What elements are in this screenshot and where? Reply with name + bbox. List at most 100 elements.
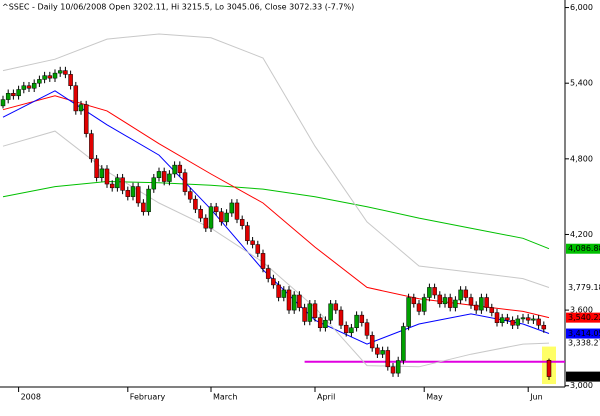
candle-body [380, 350, 385, 355]
candle-body [276, 284, 281, 298]
candle-body [73, 85, 79, 112]
candle-body [208, 206, 214, 229]
candle-body [89, 133, 94, 160]
price-label: 3,414.05 [568, 329, 600, 338]
x-tick-label: February [130, 393, 166, 402]
candle-body [172, 164, 177, 175]
candle-body [281, 289, 287, 298]
price-label-box [566, 328, 600, 339]
candle-body [364, 322, 370, 336]
candle-body [94, 158, 99, 178]
candle-body [63, 70, 68, 75]
candle-body [323, 319, 328, 329]
candle-body [255, 244, 261, 254]
x-tick-label: March [213, 393, 237, 402]
candle-body [99, 168, 105, 178]
candle-body [5, 93, 11, 100]
candle-body [447, 297, 453, 308]
candle-body [531, 318, 536, 321]
price-label: 3,072.33 [568, 372, 600, 381]
candle-body [343, 324, 349, 334]
candle-body [421, 297, 427, 312]
candle-body [479, 297, 484, 311]
candle-body [427, 287, 432, 298]
candle-body [401, 326, 406, 361]
y-tick-label: 3,000 [570, 381, 593, 390]
candle-body [130, 186, 136, 197]
candle-body [291, 294, 297, 311]
candle-body [349, 327, 354, 334]
candle-body [369, 335, 375, 349]
x-tick-label: May [426, 393, 443, 402]
candle-body [494, 312, 500, 323]
candle-body [156, 171, 162, 178]
candle-body [161, 171, 167, 182]
candle-body [463, 289, 469, 298]
candle-body [302, 307, 307, 322]
candle-body [187, 191, 193, 200]
candle-body [0, 99, 6, 107]
candle-body [224, 212, 229, 223]
candle-body [411, 297, 417, 305]
candle-body [520, 317, 526, 320]
candle-body [416, 303, 422, 312]
price-label-box [566, 371, 600, 382]
candle-body [385, 350, 391, 368]
candle-body [468, 297, 474, 306]
candle-body [338, 309, 344, 326]
candle-body [182, 172, 188, 192]
candle-body [265, 268, 271, 279]
chart-title: ^SSEC - Daily 10/06/2008 Open 3202.11, H… [2, 3, 354, 12]
candle-body [47, 75, 53, 79]
x-tick-label: Jun [529, 393, 543, 402]
candle-body [354, 314, 359, 329]
candle-body [177, 164, 183, 173]
candle-body [359, 314, 365, 323]
indicator-line [2, 180, 550, 250]
candle-body [297, 294, 302, 308]
candle-body [125, 190, 131, 197]
candle-body [406, 297, 411, 327]
candle-body [395, 360, 401, 374]
price-label: 4,086.88 [568, 244, 600, 253]
candle-body [26, 85, 32, 89]
price-label: 3,779.18 [568, 283, 600, 292]
candle-body [333, 303, 339, 311]
candle-body [375, 347, 380, 355]
candle-body [442, 297, 448, 305]
candle-body [489, 307, 495, 313]
candle-body [57, 70, 63, 74]
candle-body [473, 304, 479, 311]
indicator-line [2, 33, 550, 288]
candle-body [193, 198, 198, 210]
y-tick-label: 6,000 [570, 3, 593, 12]
candle-body [510, 319, 515, 326]
candle-body [541, 324, 547, 330]
candle-body [271, 278, 276, 286]
candle-body [21, 85, 27, 90]
candle-body [109, 183, 115, 189]
candle-body [104, 168, 110, 185]
candle-body [390, 366, 396, 374]
candle-body [239, 219, 245, 226]
candle-body [229, 202, 235, 214]
y-tick-label: 3,600 [570, 306, 593, 315]
candle-body [286, 289, 292, 311]
candle-body [213, 206, 219, 213]
candle-body [453, 299, 458, 308]
candle-body [31, 82, 37, 89]
candle-body [312, 303, 318, 318]
candle-body [245, 225, 250, 242]
candle-body [458, 289, 463, 301]
x-tick-label: April [317, 393, 335, 402]
y-tick-label: 4,800 [570, 154, 593, 163]
y-tick-label: 5,400 [570, 79, 593, 88]
y-tick-label: 4,200 [570, 230, 593, 239]
candle-body [167, 173, 172, 182]
candle-body [135, 186, 141, 204]
candle-body [260, 253, 266, 269]
candle-body [219, 211, 224, 223]
